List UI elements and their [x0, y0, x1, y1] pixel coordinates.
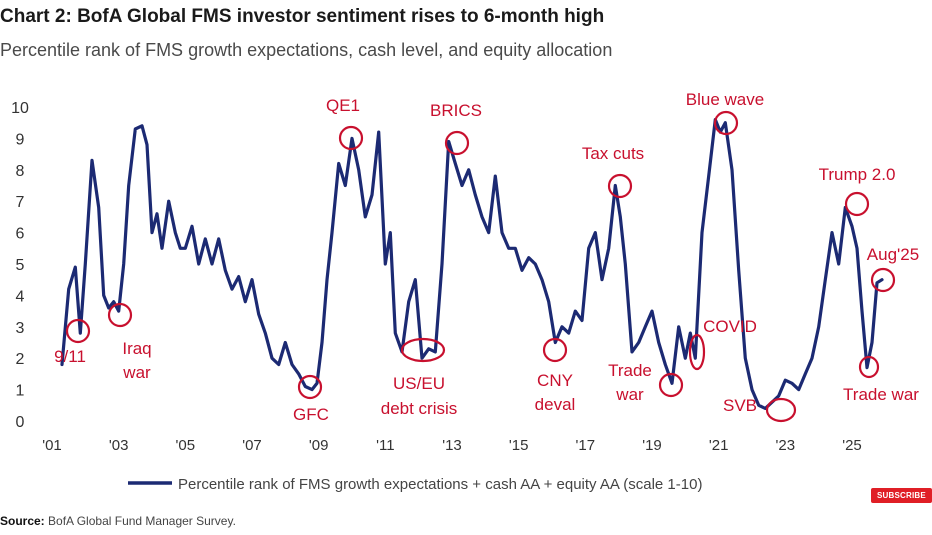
x-tick-label: '03 [109, 437, 129, 454]
x-tick-label: '17 [576, 437, 596, 454]
y-tick-label: 8 [16, 163, 25, 180]
annotation-label: QE1 [326, 96, 360, 115]
annotation-label: Tax cuts [582, 144, 644, 163]
annotation-label: COVID [703, 317, 757, 336]
y-axis-ticks: 0 1 2 3 4 5 6 7 8 9 10 [11, 100, 29, 431]
annotation-circle [713, 110, 739, 136]
x-tick-label: '21 [709, 437, 729, 454]
source-label: Source: [0, 514, 45, 528]
annotation-circle [858, 355, 880, 379]
annotation-circle [444, 130, 470, 156]
source-note: Source: BofA Global Fund Manager Survey. [0, 514, 236, 528]
annotation-label: GFC [293, 405, 329, 424]
annotation-label: Iraq war [122, 339, 151, 382]
annotation-label: BRICS [430, 101, 482, 120]
x-tick-label: '25 [842, 437, 862, 454]
x-tick-label: '07 [242, 437, 262, 454]
annotation-circle [870, 267, 896, 293]
y-tick-label: 7 [16, 194, 25, 211]
x-tick-label: '11 [376, 437, 394, 454]
annotation-label-line: US/EU [393, 374, 445, 393]
y-tick-label: 4 [16, 288, 25, 305]
y-tick-label: 2 [16, 351, 25, 368]
annotation-circle [688, 333, 706, 371]
annotation-label: Trump 2.0 [819, 165, 896, 184]
annotation-label-line: deval [535, 395, 576, 414]
x-tick-label: '13 [442, 437, 462, 454]
chart-title: Chart 2: BofA Global FMS investor sentim… [0, 6, 605, 27]
y-tick-label: 5 [16, 257, 25, 274]
x-tick-label: '05 [176, 437, 196, 454]
annotation-circle [542, 337, 568, 363]
annotation-label: Trade war [843, 385, 919, 404]
annotation-label-line: CNY [537, 371, 573, 390]
annotation-circle [844, 191, 870, 217]
annotations-group: 9/11 Iraq war GFC QE1 US/EU debt crisis BRICS CN… [54, 90, 919, 424]
annotation-circle [607, 173, 633, 199]
annotation-circle [107, 302, 133, 328]
annotation-label: Trade war [608, 361, 652, 404]
annotation-circle [297, 374, 323, 400]
annotation-label: US/EU debt crisis [381, 374, 458, 418]
series-line [60, 117, 884, 410]
annotation-circle [400, 337, 446, 363]
annotation-circle [658, 372, 684, 398]
x-axis-ticks: '01 '03 '05 '07 '09 '11 '13 '15 '17 '19 '21 '23 '25 [42, 437, 862, 454]
x-tick-label: '01 [42, 437, 62, 454]
x-tick-label: '23 [776, 437, 796, 454]
legend-label: Percentile rank of FMS growth expectatio… [178, 476, 702, 493]
annotation-label: CNY deval [535, 371, 576, 414]
y-tick-label: 0 [16, 414, 25, 431]
annotation-label: Blue wave [686, 90, 764, 109]
source-text: BofA Global Fund Manager Survey. [48, 514, 236, 528]
annotation-circle [65, 318, 91, 344]
annotation-label: 9/11 [54, 347, 86, 366]
annotation-label: Aug'25 [867, 245, 919, 264]
series-group [60, 117, 884, 410]
y-tick-label: 9 [16, 131, 25, 148]
annotation-circle [765, 397, 797, 423]
y-tick-label: 3 [16, 320, 25, 337]
annotation-label-line: war [615, 385, 644, 404]
chart-subtitle: Percentile rank of FMS growth expectatio… [0, 40, 613, 60]
subscribe-button[interactable]: SUBSCRIBE [871, 488, 932, 503]
y-tick-label: 1 [16, 383, 25, 400]
annotation-circle [338, 125, 364, 151]
x-tick-label: '09 [309, 437, 329, 454]
y-tick-label: 10 [11, 100, 29, 117]
annotation-label-line: Trade [608, 361, 652, 380]
annotation-label-line: Iraq [122, 339, 151, 358]
x-tick-label: '19 [642, 437, 662, 454]
y-tick-label: 6 [16, 226, 25, 243]
x-tick-label: '15 [509, 437, 529, 454]
annotation-label-line: debt crisis [381, 399, 458, 418]
legend: Percentile rank of FMS growth expectatio… [128, 476, 702, 493]
annotation-label: SVB [723, 396, 757, 415]
annotation-label-line: war [122, 363, 151, 382]
